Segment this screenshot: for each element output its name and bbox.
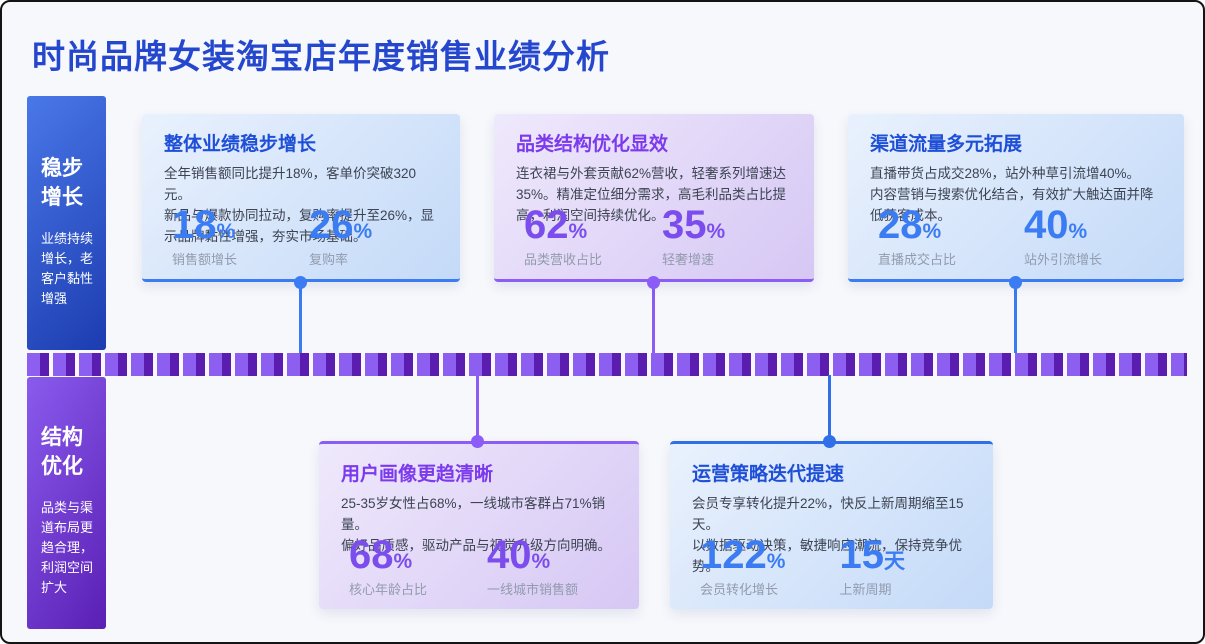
stat-value: 18 [172,203,217,247]
stat-member-conversion-growth: 122% 会员转化增长 [700,535,840,598]
stat-tier1-city-sales: 40% 一线城市销售额 [487,535,625,598]
card-body: 全年销售额同比提升18%，客单价突破320元。 新品与爆款协同拉动，复购率提升至… [164,166,435,244]
card-stats: 122% 会员转化增长 15天 上新周期 [700,535,979,598]
card-body: 直播带货占成交28%，站外种草引流增40%。 内容营销与搜索优化结合，有效扩大触… [870,166,1154,223]
stat-label: 品类营收占比 [524,252,603,267]
connector-dot-card1 [294,276,307,289]
stat-label: 复购率 [309,252,349,267]
stat-unit: % [531,550,551,573]
phase-rail-structure-optimization: 结构 优化 品类与渠道布局更趋合理，利润空间扩大 [27,377,106,629]
connector-dot-card2 [647,276,660,289]
stat-unit: 天 [884,550,905,573]
card-operation-strategy: 运营策略迭代提速 会员专享转化提升22%，快反上新周期缩至15天。 以数据驱动决… [670,441,993,609]
card-title: 渠道流量多元拓展 [870,134,1023,155]
stat-unit: % [353,220,373,243]
stat-label: 一线城市销售额 [487,582,579,597]
stat-label: 站外引流增长 [1024,252,1103,267]
card-user-profile: 用户画像更趋清晰 25-35岁女性占68%，一线城市客群占71%销量。 偏好品质… [319,441,639,609]
stat-sales-growth: 18% 销售额增长 [172,205,309,268]
stat-label: 会员转化增长 [700,582,779,597]
stat-value: 40 [1024,203,1069,247]
card-stats: 68% 核心年龄占比 40% 一线城市销售额 [349,535,625,598]
card-title: 品类结构优化显效 [516,134,669,155]
stat-unit: % [216,220,236,243]
connector-line-card4 [476,375,479,441]
rail-description: 品类与渠道布局更趋合理，利润空间扩大 [41,499,94,596]
timeline-bar [27,353,1187,376]
stat-unit: % [568,220,588,243]
stat-livestream-share: 28% 直播成交占比 [878,205,1024,268]
stat-unit: % [922,220,942,243]
card-category-structure: 品类结构优化显效 连衣裙与外套贡献62%营收，轻奢系列增速达35%。精准定位细分… [494,114,814,282]
stat-repurchase-rate: 26% 复购率 [309,205,446,268]
stat-label: 直播成交占比 [878,252,957,267]
connector-line-card3 [1014,282,1017,353]
card-channel-traffic: 渠道流量多元拓展 直播带货占成交28%，站外种草引流增40%。 内容营销与搜索优… [848,114,1184,282]
connector-line-card5 [828,375,831,441]
stat-value: 40 [487,533,532,577]
stat-value: 68 [349,533,394,577]
card-body: 25-35岁女性占68%，一线城市客群占71%销量。 偏好品质感，驱动产品与视觉… [341,496,611,553]
card-title: 用户画像更趋清晰 [341,464,494,485]
stat-value: 26 [309,203,354,247]
stat-unit: % [1068,220,1088,243]
stat-label: 核心年龄占比 [349,582,428,597]
page-title: 时尚品牌女装淘宝店年度销售业绩分析 [32,38,610,75]
card-stats: 62% 品类营收占比 35% 轻奢增速 [524,205,800,268]
connector-line-card2 [652,282,655,353]
stat-value: 28 [878,203,923,247]
card-stats: 18% 销售额增长 26% 复购率 [172,205,446,268]
stat-label: 上新周期 [839,582,892,597]
card-title: 整体业绩稳步增长 [164,134,317,155]
connector-dot-card3 [1009,276,1022,289]
connector-line-card1 [299,282,302,353]
rail-heading: 结构 优化 [41,426,83,479]
stat-value: 122 [700,533,767,577]
card-title: 运营策略迭代提速 [692,464,845,485]
stat-value: 62 [524,203,569,247]
connector-dot-card5 [823,435,836,448]
stat-label: 轻奢增速 [662,252,715,267]
card-body: 会员专享转化提升22%，快反上新周期缩至15天。 以数据驱动决策，敏捷响应潮流，… [692,496,964,574]
stat-unit: % [393,550,413,573]
stat-new-arrival-cycle: 15天 上新周期 [840,535,980,598]
stat-label: 销售额增长 [172,252,238,267]
stat-value: 15 [839,533,885,577]
stat-core-age-share: 68% 核心年龄占比 [349,535,487,598]
stat-category-revenue-share: 62% 品类营收占比 [524,205,662,268]
card-overall-performance: 整体业绩稳步增长 全年销售额同比提升18%，客单价突破320元。 新品与爆款协同… [142,114,460,282]
stat-unit: % [766,550,786,573]
stat-light-luxury-growth: 35% 轻奢增速 [662,205,800,268]
card-body: 连衣裙与外套贡献62%营收，轻奢系列增速达35%。精准定位细分需求，高毛利品类占… [516,166,787,223]
rail-description: 业绩持续增长，老客户黏性增强 [41,230,94,307]
phase-rail-steady-growth: 稳步 增长 业绩持续增长，老客户黏性增强 [27,96,106,350]
connector-dot-card4 [471,435,484,448]
card-stats: 28% 直播成交占比 40% 站外引流增长 [878,205,1170,268]
rail-heading: 稳步 增长 [41,157,83,210]
stat-unit: % [706,220,726,243]
stat-value: 35 [662,203,707,247]
stat-offsite-traffic-growth: 40% 站外引流增长 [1024,205,1170,268]
